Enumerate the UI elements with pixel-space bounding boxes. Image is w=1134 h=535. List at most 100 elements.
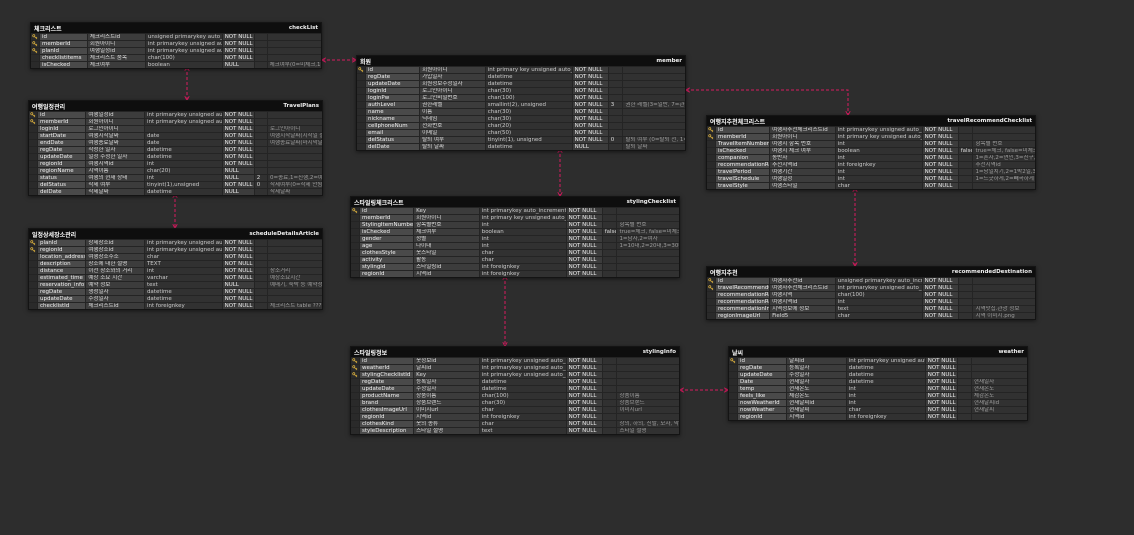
column-row-loginId[interactable]: loginId 로그인아이디 char(30) NOT NULL — [357, 87, 685, 94]
column-row-updateDate[interactable]: updateDate 수정일자 datetime NOT NULL — [351, 385, 679, 392]
column-row-updateDate[interactable]: updateDate 일정 수정한 일자 datetime NOT NULL — [29, 153, 322, 160]
column-row-brand[interactable]: brand 상품브랜드 char(30) NOT NULL 상품브랜드 — [351, 399, 679, 406]
column-row-stylingChecklistId[interactable]: stylingChecklistId Key int primarykey unsi… — [351, 371, 679, 378]
column-row-delDate[interactable]: delDate 삭제날짜 datetime NULL 삭제날짜 — [29, 188, 322, 195]
column-row-temp[interactable]: temp 현재온도 int NOT NULL 현재온도 — [729, 385, 1027, 392]
column-row-travelPeriod[interactable]: travelPeriod 여행기간 int NOT NULL 1=당일치기,2=1박2일… — [707, 168, 1035, 175]
column-row-productName[interactable]: productName 상품이름 char(100) NOT NULL 상품이름 — [351, 392, 679, 399]
column-row-nowWeather[interactable]: nowWeather 현재날씨 char NOT NULL 현재날씨 — [729, 406, 1027, 413]
column-row-travelStyle[interactable]: travelStyle 여행스타일 char NOT NULL — [707, 182, 1035, 189]
table-header[interactable]: 여행지추천체크리스트 travelRecommendChecklist — [707, 116, 1035, 126]
column-row-loginId[interactable]: loginId 로그인아이디 NOT NULL 로그인아이디 — [29, 125, 322, 132]
column-row-recommendationRegionId[interactable]: recommendationRegionId여행지역idintNOT NULL — [707, 298, 1035, 305]
table-header[interactable]: 스타일링체크리스트 stylingChecklist — [351, 197, 679, 207]
column-row-checklistitems[interactable]: checklistitems 체크리스트 품목 char(100) NOT NULL — [31, 54, 321, 61]
column-row-recommendationRegion[interactable]: recommendationRegion여행지역char(100)NOT NUL… — [707, 291, 1035, 298]
column-row-regDate[interactable]: regDate 생성일자 datetime NOT NULL — [29, 288, 322, 295]
erd-table-stylingInfo[interactable]: 스타일링정보 stylingInfo id 옷정보id int primarykey u… — [350, 346, 680, 435]
column-row-recommendationRegionId[interactable]: recommendationRegionId추천지역idint foreignk… — [707, 161, 1035, 168]
column-row-loginPw[interactable]: loginPw 로그인비밀번호 char(100) NOT NULL — [357, 94, 685, 101]
column-row-regionName[interactable]: regionName 지역이름 char(20) NULL — [29, 167, 322, 174]
column-row-name[interactable]: name 이름 char(30) NOT NULL — [357, 108, 685, 115]
column-row-delStatus[interactable]: delStatus 삭제 여부 tinyint(1),unsigned NOT NUL… — [29, 181, 322, 188]
column-row-updateDate[interactable]: updateDate 수정일자 datetime NOT NULL — [29, 295, 322, 302]
column-row-recommendationInfo[interactable]: recommendationInfo 지역정보에 정보 text NOT NULL 지역… — [707, 305, 1035, 312]
table-header[interactable]: 회원 member — [357, 56, 685, 66]
column-row-id[interactable]: id Key int primarykey auto_increment NOT NU… — [351, 207, 679, 214]
column-row-feels_like[interactable]: feels_like 체감온도 int NOT NULL 체감온도 — [729, 392, 1027, 399]
column-row-regionId[interactable]: regionId 지역id int foreignkey NOT NULL — [729, 413, 1027, 420]
table-header[interactable]: 스타일링정보 stylingInfo — [351, 347, 679, 357]
erd-table-TravelPlans[interactable]: 여행일정관리 TravelPlans id 여행일정id int primarykey … — [28, 100, 323, 196]
column-row-regionId[interactable]: regionId 지역id int foreignkey NOT NULL — [351, 413, 679, 420]
column-row-travelRecommendChecklistId[interactable]: travelRecommendChecklistId여행자추천체크리스트idin… — [707, 284, 1035, 291]
column-row-authLevel[interactable]: authLevel 권한레벨 smallint(2), unsigned NOT NU… — [357, 101, 685, 108]
column-row-gender[interactable]: gender 성별 int NOT NULL 1=남자,2=여자 — [351, 235, 679, 242]
column-row-regionImageUrl[interactable]: regionImageUrl Field5 char NOT NULL 지역 이미지.p… — [707, 312, 1035, 319]
column-row-memberId[interactable]: memberId 회원아이디 int primary key unsigned au… — [351, 214, 679, 221]
column-row-distance[interactable]: distance 이전 장소와의 거리 int NOT NULL 장소거리 — [29, 267, 322, 274]
erd-table-travelRecommendChecklist[interactable]: 여행지추천체크리스트 travelRecommendChecklist id 여행자추… — [706, 115, 1036, 190]
column-row-regDate[interactable]: regDate 작성한 일자 datetime NOT NULL — [29, 146, 322, 153]
column-row-updateDate[interactable]: updateDate 회원정보수정일자 datetime NOT NULL — [357, 80, 685, 87]
column-row-estimated_time[interactable]: estimated_time 예상 소요 시간 varchar NOT NULL 예상소… — [29, 274, 322, 281]
column-row-activity[interactable]: activity 활동 char NOT NULL — [351, 256, 679, 263]
column-row-updateDate[interactable]: updateDate 수정일자 datetime NOT NULL — [729, 371, 1027, 378]
column-row-TravelItemNumber[interactable]: TravelItemNumber 여행지 항목 번호 int NOT NULL 항목별 … — [707, 140, 1035, 147]
column-row-clothesStyle[interactable]: clothesStyle 옷스타일 char NOT NULL — [351, 249, 679, 256]
column-row-travelSchedule[interactable]: travelSchedule 여행일정 int NOT NULL 1=느긋하게,2=빼곡… — [707, 175, 1035, 182]
erd-table-scheduleDetailsArticle[interactable]: 일정상세장소관리 scheduleDetailsArticle planId 상세장소… — [28, 228, 323, 310]
table-header[interactable]: 여행지추천 recommendedDestination — [707, 267, 1035, 277]
table-header[interactable]: 날씨 weather — [729, 347, 1027, 357]
column-row-delStatus[interactable]: delStatus 탈퇴 여부 tinyint(1), unsigned NOT NU… — [357, 136, 685, 143]
table-header[interactable]: 일정상세장소관리 scheduleDetailsArticle — [29, 229, 322, 239]
column-row-description[interactable]: description 장소에 대한 설명 TEXT NOT NULL — [29, 260, 322, 267]
column-row-stylingId[interactable]: stylingId 스타일링id int foreignkey NOT NULL — [351, 263, 679, 270]
column-row-regionId[interactable]: regionId 지역id int foreignkey NOT NULL — [351, 270, 679, 277]
erd-table-recommendedDestination[interactable]: 여행지추천 recommendedDestination id 여행자추천id unsi… — [706, 266, 1036, 320]
column-row-regDate[interactable]: regDate 등록일자 datetime NOT NULL — [351, 378, 679, 385]
erd-table-member[interactable]: 회원 member id 회원아이디 int primary key unsigned … — [356, 55, 686, 151]
relation-line-member-travelRecommendChecklist[interactable] — [686, 90, 848, 115]
column-row-delDate[interactable]: delDate 탈퇴 날짜 datetime NULL 탈퇴 날짜 — [357, 143, 685, 150]
column-row-clothesImageUrl[interactable]: clothesImageUrl 이미지url char NOT NULL 이미지url — [351, 406, 679, 413]
column-row-weatherId[interactable]: weatherId 날씨id int primarykey unsigned aut… — [351, 364, 679, 371]
column-row-regionId[interactable]: regionId 여행장소id int primarykey unsigned au… — [29, 246, 322, 253]
column-row-nickname[interactable]: nickname 닉네임 char(30) NOT NULL — [357, 115, 685, 122]
column-row-reservation_info[interactable]: reservation_info 예약 정보 text NULL 예매기, 숙박 등 예… — [29, 281, 322, 288]
column-row-regDate[interactable]: regDate 등록일자 datetime NOT NULL — [729, 364, 1027, 371]
column-row-regionId[interactable]: regionId 여행지역id int NOT NULL — [29, 160, 322, 167]
column-row-isChecked[interactable]: isChecked 여행지 체크 여부 boolean NOT NULL false tr… — [707, 147, 1035, 154]
column-row-nowWeatherId[interactable]: nowWeatherId 현재날씨id int NOT NULL 현재날씨id — [729, 399, 1027, 406]
column-row-id[interactable]: id 여행자추천체크리스트id int primarykey unsigned au… — [707, 126, 1035, 133]
column-row-checklistId[interactable]: checklistId 체크리스트id int foreignkey NOT NULL… — [29, 302, 322, 309]
column-row-isChecked[interactable]: isChecked 체크여부 boolean NOT NULL false true=체크… — [351, 228, 679, 235]
column-row-location_address[interactable]: location_address 여행장소주소 char NOT NULL — [29, 253, 322, 260]
column-row-StylingItemNumber[interactable]: StylingItemNumber 항목별번호 int NOT NULL 항목별 번호 — [351, 221, 679, 228]
column-row-Date[interactable]: Date 현재일자 datetime NOT NULL 현재일자 — [729, 378, 1027, 385]
erd-table-checkList[interactable]: 체크리스트 checkList id 체크리스트id unsigned primaryk… — [30, 22, 322, 69]
erd-table-stylingChecklist[interactable]: 스타일링체크리스트 stylingChecklist id Key int primar… — [350, 196, 680, 278]
table-header[interactable]: 여행일정관리 TravelPlans — [29, 101, 322, 111]
column-row-memberId[interactable]: memberId 회원아이디 int primary key unsigned au… — [707, 133, 1035, 140]
column-row-clothesKind[interactable]: clothesKind 옷의 종류 char NOT NULL 상의, 하의, 신발, … — [351, 420, 679, 427]
column-row-styleDescription[interactable]: styleDescription 스타일 설명 text NOT NULL 스타일 설명 — [351, 427, 679, 434]
erd-table-weather[interactable]: 날씨 weather id 날씨id int primarykey unsigned a… — [728, 346, 1028, 421]
column-row-regDate[interactable]: regDate 가입일자 datetime NOT NULL — [357, 73, 685, 80]
